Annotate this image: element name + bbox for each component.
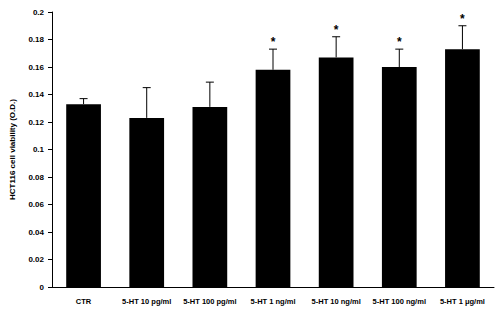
svg-text:0.06: 0.06 [28,200,44,209]
svg-text:0.18: 0.18 [28,35,44,44]
svg-text:0.04: 0.04 [28,228,44,237]
svg-text:5-HT 1 μg/ml: 5-HT 1 μg/ml [440,297,485,306]
svg-text:0.02: 0.02 [28,255,44,264]
svg-text:CTR: CTR [76,297,92,306]
svg-text:HCT116 cell viability (O.D.): HCT116 cell viability (O.D.) [8,99,17,200]
svg-text:*: * [271,35,276,49]
svg-text:5-HT 1 ng/ml: 5-HT 1 ng/ml [250,297,295,306]
svg-text:0.08: 0.08 [28,173,44,182]
svg-text:*: * [397,35,402,49]
svg-text:0.12: 0.12 [28,118,44,127]
svg-text:0.16: 0.16 [28,63,44,72]
svg-text:0.14: 0.14 [28,90,44,99]
svg-text:*: * [334,23,339,37]
svg-text:5-HT 10 pg/ml: 5-HT 10 pg/ml [122,297,171,306]
svg-text:*: * [460,12,465,26]
svg-text:5-HT 10 ng/ml: 5-HT 10 ng/ml [312,297,361,306]
svg-text:0.1: 0.1 [33,145,45,154]
svg-text:5-HT 100 pg/ml: 5-HT 100 pg/ml [183,297,236,306]
svg-text:0.2: 0.2 [33,8,45,17]
svg-text:0: 0 [40,283,45,292]
svg-text:5-HT 100 ng/ml: 5-HT 100 ng/ml [373,297,426,306]
